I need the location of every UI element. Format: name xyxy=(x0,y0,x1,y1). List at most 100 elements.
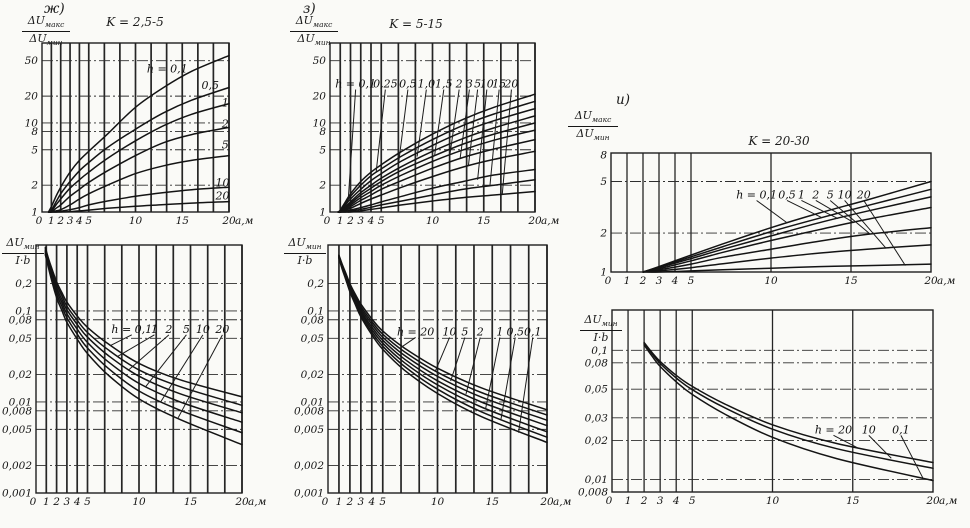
x-tick-label: 2 xyxy=(52,496,60,508)
series-label: 0,5 xyxy=(202,79,220,92)
curve-h=2 xyxy=(642,206,932,273)
x-tick-label: 2 xyxy=(56,215,64,227)
x-tick-label: 2 xyxy=(639,275,647,287)
curve-h=0,5 xyxy=(337,107,536,213)
y-tick-label: 1 xyxy=(31,207,38,219)
y-tick-label: 0,01 xyxy=(301,396,324,408)
label-leader-line xyxy=(434,89,445,157)
curve-h=0,1 xyxy=(643,344,934,482)
curve-h=5 xyxy=(642,226,932,273)
label-leader-line xyxy=(398,89,409,163)
y-tick-label: 20 xyxy=(312,91,327,103)
y-tick-label: 0,08 xyxy=(301,314,325,326)
series-label: 5 xyxy=(827,188,834,201)
series-group xyxy=(337,93,536,214)
y-tick-label: 0,2 xyxy=(15,278,32,290)
curve-h=2 xyxy=(47,126,230,214)
y-tick-label: 5 xyxy=(319,144,326,156)
series-label: 15 xyxy=(492,78,506,91)
y-tick-label: 20 xyxy=(24,91,39,103)
series-label: h = 0,1 xyxy=(335,78,376,91)
y-tick-label: 0,008 xyxy=(578,487,608,499)
curve-h=0,25 xyxy=(337,100,536,213)
label-leader-line xyxy=(500,337,516,420)
x-tick-label: 5 xyxy=(379,496,386,508)
series-label: 0,5 xyxy=(778,188,796,201)
label-leader-line xyxy=(815,200,855,224)
y-axis-label-ze-bot: ΔUмин I·b xyxy=(284,236,326,270)
y-tick-label: 0,08 xyxy=(9,314,33,326)
curve-h=0,5 xyxy=(47,86,230,213)
y-axis-label-i-bot: ΔUмин I·b xyxy=(580,313,622,347)
y-tick-label: 0,02 xyxy=(585,435,609,447)
series-label: 1 xyxy=(798,188,805,201)
x-tick-label: 1 xyxy=(625,495,632,507)
curve-h=10 xyxy=(643,342,934,470)
series-label: 5 xyxy=(461,325,468,338)
series-label: 20 xyxy=(503,78,518,91)
y-tick-label: 0,05 xyxy=(301,333,325,345)
chart-ze-bot: 0,20,10,080,050,020,010,0080,0050,0020,0… xyxy=(294,244,571,508)
x-tick-label: 1 xyxy=(336,496,343,508)
series-label: 5 xyxy=(222,138,229,151)
chart-title-ze: K = 5-15 xyxy=(389,17,443,31)
y-tick-label: 0,02 xyxy=(9,369,33,381)
series-label: 20 xyxy=(214,323,229,336)
curve-h=20 xyxy=(47,200,230,213)
x-tick-label: 10 xyxy=(132,496,146,508)
x-tick-label: 15 xyxy=(176,215,190,227)
y-tick-label: 2 xyxy=(30,180,38,192)
curve-h=10 xyxy=(44,252,243,434)
label-leader-line xyxy=(868,435,892,459)
x-tick-label: 15 xyxy=(184,496,198,508)
curve-h=20 xyxy=(337,190,536,213)
series-label: 10 xyxy=(443,325,457,338)
series-label: 1 xyxy=(222,97,229,110)
x-tick-label: 10 xyxy=(426,215,440,227)
label-leader-line xyxy=(459,89,470,158)
x-tick-label: 1 xyxy=(337,215,344,227)
x-tick-label: 20 xyxy=(221,215,236,227)
y-axis-label-zh-top: ΔUмакс ΔUмин xyxy=(22,14,70,48)
x-tick-label: 20 xyxy=(925,495,940,507)
y-tick-label: 0,05 xyxy=(9,333,33,345)
x-tick-label: 20 xyxy=(539,496,554,508)
x-tick-label: 15 xyxy=(844,275,858,287)
curve-h=5 xyxy=(47,154,230,213)
series-label: h = 0,1 xyxy=(111,323,152,336)
x-tick-label: 10 xyxy=(431,496,445,508)
label-leader-line xyxy=(177,334,223,419)
label-leader-line xyxy=(347,89,357,197)
label-leader-line xyxy=(900,435,924,480)
label-leader-line xyxy=(477,89,488,180)
label-leader-line xyxy=(489,89,500,187)
y-axis-label-numerator: ΔUмин xyxy=(580,313,622,331)
x-tick-label: 3 xyxy=(656,275,663,287)
x-tick-label: 4 xyxy=(671,275,679,287)
x-tick-label: 5 xyxy=(378,215,385,227)
x-tick-label: 3 xyxy=(64,496,71,508)
x-axis-unit: a,м xyxy=(939,495,957,507)
curve-h=0,1 xyxy=(338,257,548,444)
label-leader-line xyxy=(786,200,823,219)
y-tick-label: 8 xyxy=(319,126,326,138)
series-label: 1 xyxy=(151,323,158,336)
series-label: 10 xyxy=(196,323,210,336)
series-label: 0,1 xyxy=(524,325,542,338)
curve-h=20 xyxy=(642,263,932,273)
label-leader-line xyxy=(467,89,479,166)
x-tick-label: 0 xyxy=(322,496,329,508)
y-axis-label-denominator: I·b xyxy=(15,253,31,267)
y-tick-label: 0,02 xyxy=(301,369,325,381)
x-tick-label: 1 xyxy=(43,496,50,508)
y-axis-label-numerator: ΔUмакс xyxy=(568,109,618,127)
x-tick-label: 15 xyxy=(846,495,860,507)
curve-h=1,5 xyxy=(337,122,536,214)
series-label: 10 xyxy=(862,423,876,436)
y-tick-label: 0,005 xyxy=(294,424,324,436)
series-label: 2 xyxy=(476,325,484,338)
